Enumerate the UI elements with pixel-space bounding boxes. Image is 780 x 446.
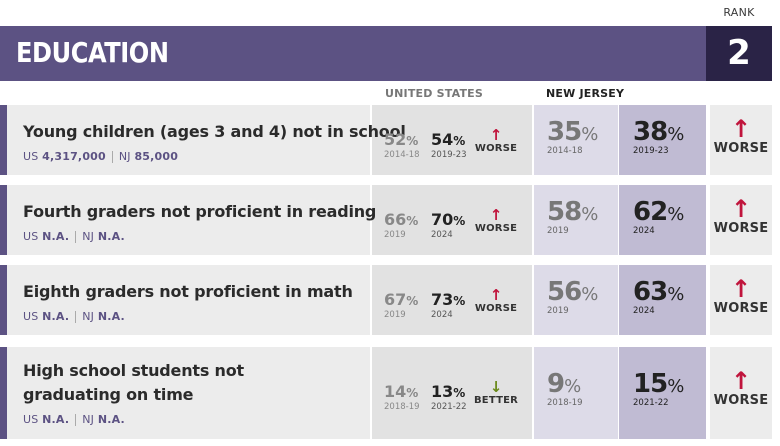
us-later-value: 73% 2024 <box>431 290 466 321</box>
row-accent <box>0 347 7 439</box>
indicator-row: Eighth graders not proficient in math US… <box>0 265 780 335</box>
section-title: EDUCATION <box>16 36 169 69</box>
us-trend: ↑ WORSE <box>471 207 521 234</box>
nj-later-value: 15% 2021-22 <box>633 369 685 408</box>
arrow-up-icon: ↑ <box>730 275 752 303</box>
arrow-up-icon: ↑ <box>489 206 503 224</box>
indicator-counts: US N.A. NJ N.A. <box>23 310 125 323</box>
nj-later-value: 62% 2024 <box>633 197 685 236</box>
indicator-counts: US N.A. NJ N.A. <box>23 413 125 426</box>
row-accent <box>0 185 7 255</box>
arrow-up-icon: ↑ <box>730 367 752 395</box>
arrow-up-icon: ↑ <box>489 286 503 304</box>
arrow-up-icon: ↑ <box>489 126 503 144</box>
arrow-up-icon: ↑ <box>730 195 752 223</box>
indicator-row: Young children (ages 3 and 4) not in sch… <box>0 105 780 175</box>
indicator-counts: US 4,317,000 NJ 85,000 <box>23 150 179 163</box>
indicator-row: High school students not graduating on t… <box>0 347 780 439</box>
nj-trend: ↑ WORSE <box>710 117 772 156</box>
us-later-value: 54% 2019-23 <box>431 130 467 161</box>
indicator-title: Fourth graders not proficient in reading <box>23 202 377 221</box>
us-later-value: 70% 2024 <box>431 210 466 241</box>
nj-trend: ↑ WORSE <box>710 197 772 236</box>
us-earlier-value: 66% 2019 <box>384 210 419 241</box>
indicator-title: Young children (ages 3 and 4) not in sch… <box>23 122 406 141</box>
nj-earlier-value: 9% 2018-19 <box>547 369 583 408</box>
nj-earlier-value: 35% 2014-18 <box>547 117 599 156</box>
row-accent <box>0 105 7 175</box>
indicator-row: Fourth graders not proficient in reading… <box>0 185 780 255</box>
indicator-counts: US N.A. NJ N.A. <box>23 230 125 243</box>
arrow-down-icon: ↓ <box>489 378 503 396</box>
indicator-title: Eighth graders not proficient in math <box>23 282 353 301</box>
us-trend: ↑ WORSE <box>471 287 521 314</box>
nj-earlier-value: 56% 2019 <box>547 277 599 316</box>
rank-value: 2 <box>706 26 772 81</box>
nj-later-value: 38% 2019-23 <box>633 117 685 156</box>
nj-trend: ↑ WORSE <box>710 277 772 316</box>
us-earlier-value: 67% 2019 <box>384 290 419 321</box>
us-earlier-value: 52% 2014-18 <box>384 130 420 161</box>
column-header-us: UNITED STATES <box>385 87 483 100</box>
us-later-value: 13% 2021-22 <box>431 382 467 413</box>
column-header-nj: NEW JERSEY <box>546 87 625 100</box>
indicator-title: High school students not graduating on t… <box>23 361 244 404</box>
arrow-up-icon: ↑ <box>730 115 752 143</box>
nj-earlier-value: 58% 2019 <box>547 197 599 236</box>
nj-trend: ↑ WORSE <box>710 369 772 408</box>
us-trend: ↑ WORSE <box>471 127 521 154</box>
us-trend: ↓ BETTER <box>471 379 521 406</box>
row-accent <box>0 265 7 335</box>
nj-later-value: 63% 2024 <box>633 277 685 316</box>
section-header: EDUCATION <box>0 26 706 81</box>
rank-label: RANK <box>723 6 755 19</box>
us-earlier-value: 14% 2018-19 <box>384 382 420 413</box>
